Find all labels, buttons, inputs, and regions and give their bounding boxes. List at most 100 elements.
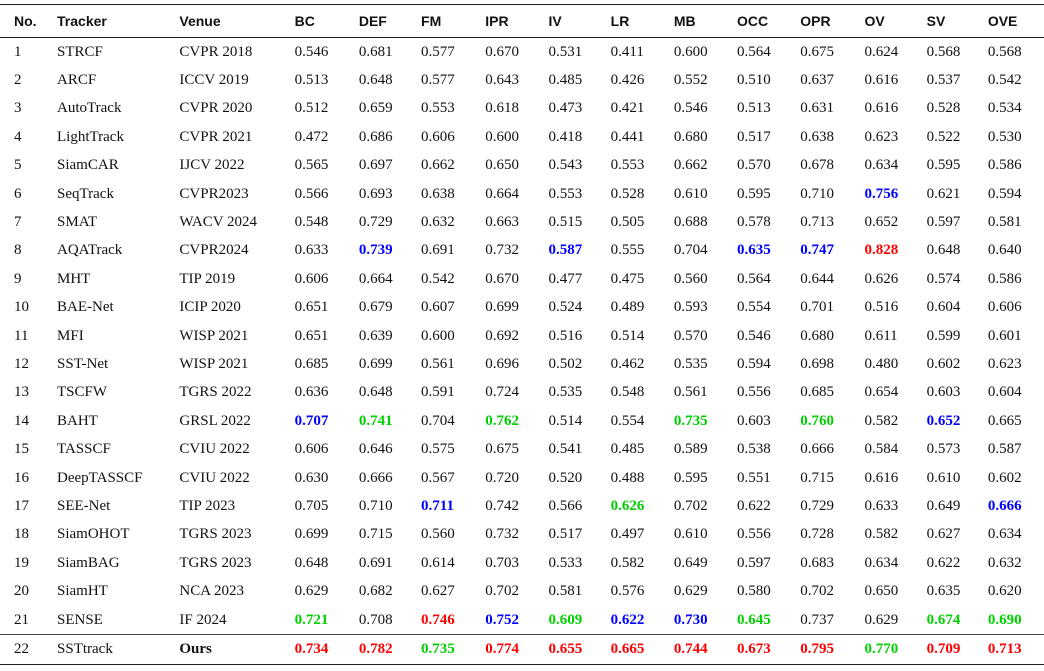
cell-venue: TGRS 2022 [179, 384, 252, 401]
cell-lr: 0.426 [610, 72, 645, 89]
cell-fm: 0.577 [421, 43, 455, 60]
table-row: 15 TASSCF CVIU 2022 0.606 0.646 0.575 0.675 0.5… [0, 435, 1044, 463]
cell-opr: 0.666 [800, 441, 834, 458]
cell-opr: 0.678 [800, 157, 834, 174]
cell-no: 9 [14, 270, 22, 287]
cell-bc: 0.629 [294, 583, 329, 600]
cell-iv: 0.473 [548, 100, 583, 117]
column-header-sv: SV [926, 4, 988, 38]
cell-occ: 0.538 [737, 441, 771, 458]
cell-occ: 0.551 [737, 469, 771, 486]
cell-tracker: BAE-Net [57, 299, 114, 316]
cell-lr: 0.441 [610, 128, 645, 145]
cell-venue: IF 2024 [177, 605, 295, 636]
cell-def: 0.686 [358, 128, 393, 145]
header-row: No. Tracker Venue BC DEF FM IPR IV LR MB OCC OPR OV S… [0, 4, 1044, 38]
cell-sv: 0.652 [926, 412, 961, 429]
cell-sv: 0.622 [926, 554, 961, 571]
cell-ipr: 0.732 [485, 242, 519, 259]
cell-ove: 0.602 [987, 469, 1022, 486]
cell-ipr: 0.643 [485, 72, 519, 89]
cell-tracker: DeepTASSCF [57, 469, 143, 486]
table-row: 21 SENSE IF 2024 0.721 0.708 0.746 0.752 0.609 0… [0, 605, 1044, 636]
cell-bc: 0.685 [294, 355, 329, 372]
column-header-mb: MB [673, 4, 738, 38]
cell-opr: 0.729 [800, 497, 834, 514]
cell-sv: 0.709 [926, 634, 988, 665]
cell-opr: 0.680 [800, 327, 834, 344]
cell-tracker: SENSE [53, 605, 178, 636]
cell-mb: 0.610 [673, 185, 708, 202]
cell-ipr: 0.762 [485, 412, 519, 429]
cell-occ: 0.564 [737, 43, 771, 60]
cell-sv: 0.621 [926, 185, 961, 202]
cell-venue: CVPR 2020 [179, 100, 253, 117]
cell-occ: 0.597 [737, 554, 771, 571]
cell-mb: 0.593 [673, 299, 708, 316]
cell-venue: Ours [177, 634, 295, 665]
cell-ove: 0.632 [987, 554, 1022, 571]
table-row: 20 SiamHT NCA 2023 0.629 0.682 0.627 0.702 0.58… [0, 577, 1044, 605]
cell-iv: 0.535 [548, 384, 583, 401]
cell-iv: 0.502 [548, 355, 583, 372]
cell-venue: CVIU 2022 [179, 441, 250, 458]
cell-def: 0.681 [358, 43, 393, 60]
cell-iv: 0.581 [548, 583, 583, 600]
cell-fm: 0.600 [421, 327, 455, 344]
cell-ove: 0.634 [987, 526, 1022, 543]
cell-iv: 0.543 [548, 157, 583, 174]
cell-sv: 0.537 [926, 72, 961, 89]
cell-opr: 0.685 [800, 384, 834, 401]
cell-def: 0.664 [358, 270, 393, 287]
cell-ove: 0.620 [987, 583, 1022, 600]
cell-venue: ICIP 2020 [179, 299, 241, 316]
cell-ove: 0.604 [987, 384, 1022, 401]
cell-bc: 0.606 [294, 270, 329, 287]
cell-occ: 0.564 [737, 270, 771, 287]
cell-sv: 0.574 [926, 270, 961, 287]
cell-def: 0.693 [358, 185, 393, 202]
table-row: 11 MFI WISP 2021 0.651 0.639 0.600 0.692 0.516 0… [0, 322, 1044, 350]
table-row: 8 AQATrack CVPR2024 0.633 0.739 0.691 0.732 0.5… [0, 237, 1044, 265]
cell-ove: 0.601 [987, 327, 1022, 344]
cell-ipr: 0.702 [485, 583, 519, 600]
cell-lr: 0.421 [610, 100, 645, 117]
cell-opr: 0.631 [800, 100, 834, 117]
column-header-bc: BC [294, 4, 359, 38]
cell-iv: 0.517 [548, 526, 583, 543]
cell-venue: TGRS 2023 [179, 554, 252, 571]
cell-fm: 0.662 [421, 157, 455, 174]
cell-sv: 0.627 [926, 526, 961, 543]
cell-fm: 0.704 [421, 412, 455, 429]
cell-bc: 0.651 [294, 327, 329, 344]
cell-bc: 0.565 [294, 157, 329, 174]
cell-mb: 0.744 [673, 634, 738, 665]
cell-def: 0.708 [358, 605, 422, 636]
cell-ipr: 0.703 [485, 554, 519, 571]
cell-occ: 0.673 [737, 634, 801, 665]
cell-iv: 0.566 [548, 497, 583, 514]
cell-mb: 0.595 [673, 469, 708, 486]
cell-sv: 0.528 [926, 100, 961, 117]
cell-bc: 0.546 [294, 43, 329, 60]
cell-ov: 0.616 [864, 100, 899, 117]
cell-no: 20 [14, 583, 29, 600]
cell-mb: 0.600 [673, 43, 708, 60]
cell-fm: 0.711 [421, 497, 454, 514]
cell-sv: 0.573 [926, 441, 961, 458]
cell-def: 0.739 [358, 242, 393, 259]
table-row: 12 SST-Net WISP 2021 0.685 0.699 0.561 0.696 0.… [0, 350, 1044, 378]
cell-bc: 0.648 [294, 554, 329, 571]
cell-ipr: 0.720 [485, 469, 519, 486]
cell-no: 8 [14, 242, 22, 259]
cell-lr: 0.554 [610, 412, 645, 429]
cell-opr: 0.702 [800, 583, 834, 600]
cell-ipr: 0.670 [485, 43, 519, 60]
cell-no: 22 [0, 634, 54, 665]
cell-no: 15 [14, 441, 29, 458]
cell-ov: 0.480 [864, 355, 899, 372]
cell-opr: 0.760 [800, 412, 834, 429]
cell-bc: 0.630 [294, 469, 329, 486]
table-row: 22 SSTtrack Ours 0.734 0.782 0.735 0.774 0.655 0… [0, 634, 1044, 665]
cell-mb: 0.552 [673, 72, 708, 89]
